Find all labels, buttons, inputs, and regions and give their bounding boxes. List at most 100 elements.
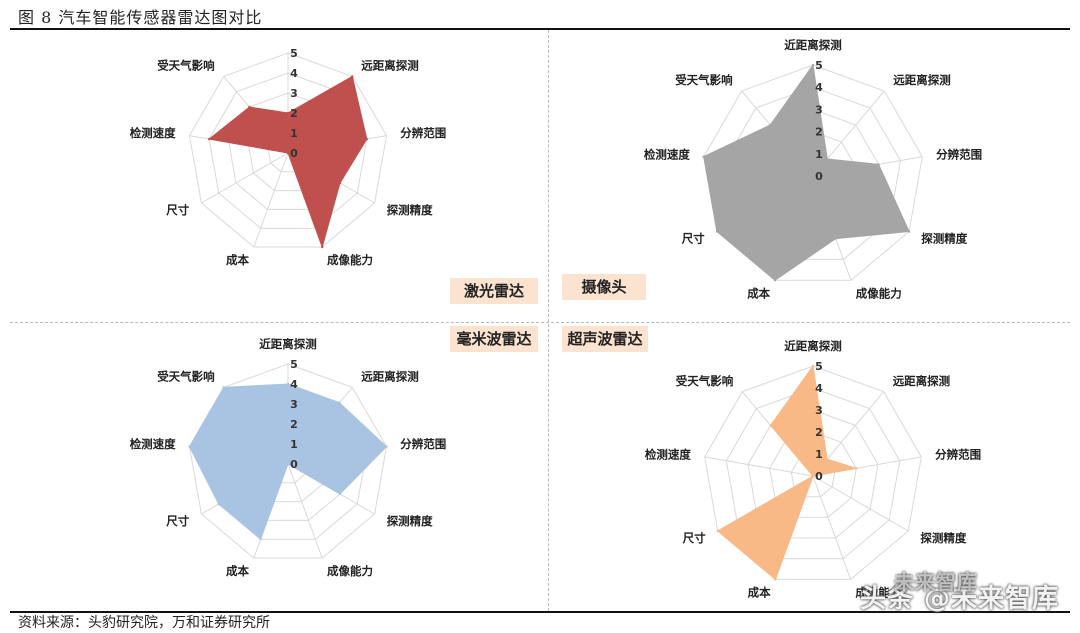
radar-point-resolution-range <box>385 445 388 448</box>
axis-label-far-range: 远距离探测 <box>361 59 419 73</box>
radar-point-near-range <box>811 63 815 67</box>
radar-point-accuracy <box>338 492 342 496</box>
radar-point-detection-speed <box>811 474 815 478</box>
radar-point-weather-impact <box>769 123 772 127</box>
radar-point-size <box>286 151 290 155</box>
radial-tick-label: 2 <box>290 418 298 431</box>
axis-label-weather-impact: 受天气影响 <box>157 59 215 73</box>
radial-tick-label: 3 <box>815 404 823 417</box>
radar-point-resolution-range <box>877 163 880 166</box>
radial-tick-label: 4 <box>290 378 298 391</box>
radial-tick-label: 0 <box>815 470 823 483</box>
radar-spoke <box>287 463 323 559</box>
axis-label-weather-impact: 受天气影响 <box>157 370 215 384</box>
radar-spoke <box>201 152 289 204</box>
radar-point-size <box>715 230 719 233</box>
radar-point-near-range <box>811 364 815 368</box>
radar-point-size <box>716 529 719 533</box>
radial-tick-label: 5 <box>290 358 298 371</box>
axis-label-size: 尺寸 <box>166 514 189 528</box>
radial-tick-label: 3 <box>290 87 298 100</box>
radar-point-size <box>217 502 220 506</box>
radar-spoke <box>704 456 814 477</box>
radar-point-detection-speed <box>188 445 191 448</box>
radar-point-accuracy <box>907 230 911 233</box>
source-note: 资料来源：头豹研究院，万和证券研究所 <box>18 615 270 631</box>
axis-label-cost: 成本 <box>748 586 771 600</box>
axis-label-imaging: 成像能力 <box>327 564 373 578</box>
radar-grid-ring <box>747 409 879 539</box>
radar-point-resolution-range <box>365 137 368 141</box>
radar-point-near-range <box>286 382 290 386</box>
radar-grid-ring <box>188 52 388 248</box>
axis-label-accuracy: 探测精度 <box>921 232 967 246</box>
axis-label-detection-speed: 检测速度 <box>645 448 691 462</box>
bottom-rule <box>10 611 1070 613</box>
axis-label-imaging: 成像能力 <box>855 586 901 600</box>
series-label-ultrasonic: 超声波雷达 <box>562 326 648 352</box>
axis-label-detection-speed: 检测速度 <box>130 437 176 451</box>
radial-tick-label: 5 <box>290 47 298 60</box>
radar-point-accuracy <box>338 181 342 185</box>
radial-tick-label: 4 <box>290 67 298 80</box>
axis-label-accuracy: 探测精度 <box>387 203 433 217</box>
radar-point-imaging <box>321 245 324 249</box>
radar-point-far-range <box>826 157 829 161</box>
series-label-lidar: 激光雷达 <box>450 278 538 304</box>
radar-point-weather-impact <box>222 386 225 389</box>
axis-label-weather-impact: 受天气影响 <box>675 73 733 87</box>
radar-point-near-range <box>286 111 290 115</box>
watermark: 未来智库 头条 @未来智库 <box>860 570 1059 615</box>
radial-tick-label: 1 <box>815 148 823 161</box>
axis-label-cost: 成本 <box>747 287 770 301</box>
axis-label-resolution-range: 分辨范围 <box>935 448 981 462</box>
radial-tick-label: 3 <box>815 103 823 116</box>
panel-divider-horizontal <box>10 322 1070 323</box>
axis-label-far-range: 远距离探测 <box>361 370 419 384</box>
radar-series-area <box>188 383 388 541</box>
radar-chart-lidar: 012345近距离探测远距离探测分辨范围探测精度成像能力成本尺寸检测速度受天气影… <box>130 47 447 267</box>
radial-tick-label: 2 <box>815 426 823 439</box>
radar-point-cost <box>773 279 777 282</box>
radar-point-far-range <box>825 457 829 461</box>
radial-tick-label: 2 <box>290 107 298 120</box>
radial-tick-label: 4 <box>815 382 823 395</box>
radar-point-detection-speed <box>208 137 211 141</box>
radar-grid-ring <box>724 86 902 260</box>
top-rule <box>10 28 1070 30</box>
radar-spoke <box>253 152 289 248</box>
radial-tick-label: 0 <box>290 147 298 160</box>
radar-spoke <box>812 475 852 580</box>
axis-label-far-range: 远距离探测 <box>893 374 951 388</box>
radial-tick-label: 0 <box>290 458 298 471</box>
axis-label-size: 尺寸 <box>683 531 706 545</box>
radar-series-area <box>703 63 910 281</box>
axis-label-size: 尺寸 <box>166 203 189 217</box>
radar-point-weather-impact <box>248 105 251 109</box>
axis-label-cost: 成本 <box>226 253 249 267</box>
radar-point-resolution-range <box>855 467 858 470</box>
radial-tick-label: 5 <box>815 59 823 72</box>
axis-label-resolution-range: 分辨范围 <box>936 147 982 161</box>
radial-tick-label: 4 <box>815 81 823 94</box>
radial-tick-label: 1 <box>815 448 823 461</box>
radar-grid-ring <box>704 365 922 580</box>
radar-spoke <box>812 475 909 532</box>
series-label-mmwave: 毫米波雷达 <box>450 326 538 352</box>
axis-label-cost: 成本 <box>226 564 249 578</box>
radar-point-far-range <box>351 75 354 78</box>
radar-point-detection-speed <box>702 155 705 158</box>
watermark-ghost: 未来智库 <box>894 570 978 594</box>
axis-label-accuracy: 探测精度 <box>387 514 433 528</box>
axis-label-accuracy: 探测精度 <box>920 531 966 545</box>
radial-tick-label: 1 <box>290 127 298 140</box>
radial-tick-label: 5 <box>815 360 823 373</box>
axis-label-near-range: 近距离探测 <box>784 339 842 353</box>
radar-grid-ring <box>703 64 923 281</box>
radar-point-cost <box>259 538 262 541</box>
axis-label-near-range: 近距离探测 <box>259 337 317 351</box>
series-label-camera: 摄像头 <box>562 274 646 300</box>
